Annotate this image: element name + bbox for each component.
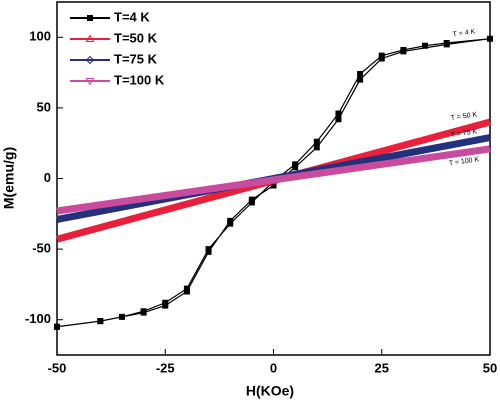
x-tick-label: -50 <box>48 360 67 375</box>
marker <box>97 318 104 325</box>
marker <box>162 302 169 309</box>
x-tick-label: 50 <box>483 360 497 375</box>
marker <box>313 138 320 145</box>
marker <box>357 71 364 78</box>
legend-label: T=100 K <box>114 72 165 87</box>
x-axis-label: H(KOe) <box>246 383 294 399</box>
legend-label: T=4 K <box>114 9 150 24</box>
legend-label: T=50 K <box>114 30 158 45</box>
y-tick-label: 50 <box>37 99 51 114</box>
marker <box>487 35 493 42</box>
annotation: T = 100 K <box>449 156 480 167</box>
legend-label: T=75 K <box>114 51 158 66</box>
marker <box>335 110 342 117</box>
series-line <box>56 145 491 215</box>
x-tick-label: 0 <box>270 360 277 375</box>
marker <box>54 323 60 330</box>
x-tick-label: -25 <box>156 360 175 375</box>
marker <box>205 248 212 255</box>
marker <box>400 48 407 55</box>
y-tick-label: 0 <box>44 170 51 185</box>
y-tick-label: -50 <box>32 241 51 256</box>
marker <box>292 164 299 171</box>
marker <box>357 76 364 83</box>
y-tick-label: -100 <box>25 311 51 326</box>
marker <box>118 313 125 320</box>
marker <box>378 55 385 62</box>
marker <box>248 196 255 203</box>
marker <box>85 34 95 42</box>
marker <box>87 15 93 21</box>
annotation: T = 4 K <box>452 28 476 38</box>
marker <box>443 41 450 48</box>
marker <box>140 309 147 316</box>
marker <box>227 217 234 224</box>
marker <box>85 78 95 86</box>
marker <box>313 144 320 151</box>
annotation: T = 75 K <box>450 128 478 139</box>
y-tick-label: 100 <box>29 29 51 44</box>
y-axis-label: M(emu/g) <box>1 147 17 209</box>
x-tick-label: 25 <box>375 360 389 375</box>
marker <box>183 288 190 295</box>
annotation: T = 50 K <box>450 111 478 122</box>
marker <box>85 55 95 65</box>
marker <box>335 116 342 123</box>
marker <box>422 42 429 49</box>
